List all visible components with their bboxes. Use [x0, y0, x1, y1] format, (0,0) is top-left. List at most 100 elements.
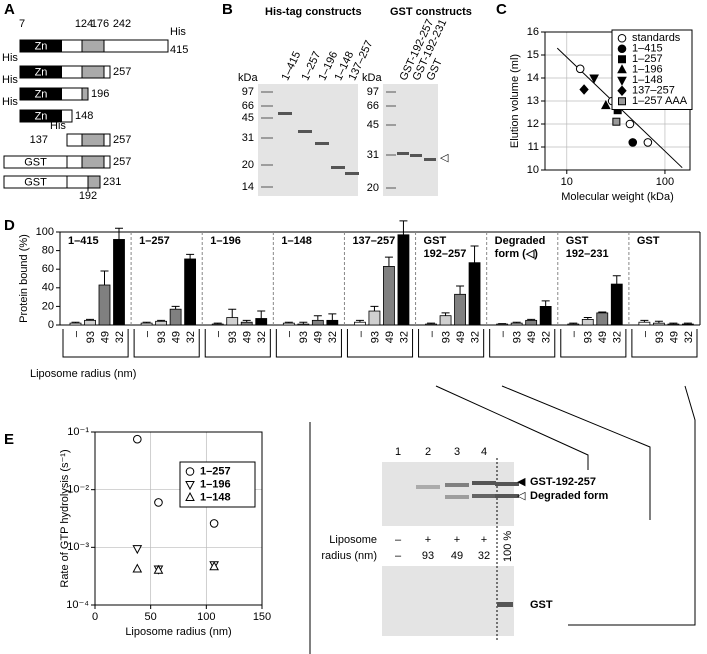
- unit-label: kDa: [362, 72, 382, 84]
- x-tick-label: –: [284, 330, 296, 337]
- y-tick-label: 15: [527, 49, 539, 61]
- bar: [581, 319, 594, 326]
- y-tick-label: 40: [42, 282, 54, 294]
- error-bar: [569, 322, 578, 325]
- x-tick-label: 93: [85, 331, 97, 343]
- legend-marker: [618, 55, 626, 64]
- x-tick-label: –: [497, 330, 509, 337]
- data-point: [601, 100, 611, 110]
- tag-label: GST: [24, 156, 47, 168]
- legend-marker: [618, 97, 626, 106]
- group-title: 1–196: [210, 235, 241, 247]
- error-bar: [470, 245, 479, 263]
- y-tick-label: 11: [528, 141, 539, 153]
- x-tick-label: 93: [583, 331, 595, 343]
- bar: [98, 284, 111, 326]
- error-bar: [100, 270, 109, 286]
- gel-band: [261, 117, 273, 119]
- legend-marker: [617, 44, 627, 54]
- y-tick-label: 0: [48, 319, 54, 331]
- zn-domain: [20, 110, 62, 122]
- bar: [84, 319, 96, 326]
- group-bracket: [631, 329, 698, 358]
- bar: [638, 321, 651, 326]
- panel-label: A: [4, 1, 15, 18]
- gel-band: [416, 485, 440, 489]
- legend-label: 137–257: [632, 85, 675, 97]
- y-tick-label: 10⁻²: [67, 484, 89, 496]
- x-tick-label: 150: [253, 611, 271, 623]
- conserved-region: [81, 65, 105, 79]
- error-bar: [441, 312, 450, 316]
- bar: [282, 322, 295, 326]
- error-bar: [512, 321, 521, 324]
- gel-band: [315, 142, 329, 145]
- legend-label: 1–148: [200, 491, 231, 503]
- tag-label: GST: [24, 176, 47, 188]
- bar: [454, 293, 466, 326]
- x-tick-label: 50: [145, 611, 157, 623]
- y-axis-label: Protein bound (%): [18, 234, 30, 323]
- liposome-sign: –: [395, 534, 402, 546]
- gel-band: [386, 105, 396, 107]
- tag-label: His: [170, 26, 186, 38]
- bar: [667, 323, 680, 326]
- error-bar: [399, 220, 408, 235]
- legend-label: 1–257: [632, 53, 663, 65]
- y-tick-label: 20: [42, 300, 54, 312]
- error-bar: [355, 319, 364, 323]
- residue-label: 415: [170, 44, 188, 56]
- legend-marker: [617, 76, 627, 86]
- group-bracket: [204, 329, 271, 358]
- x-tick-label: 93: [156, 331, 168, 343]
- y-tick-label: 80: [42, 245, 54, 257]
- legend-marker: [185, 467, 195, 476]
- y-tick-label: 14: [527, 72, 539, 84]
- error-bar: [541, 300, 550, 307]
- error-bar: [71, 321, 80, 324]
- lane-number: 3: [454, 446, 460, 458]
- marker-label: 45: [367, 119, 379, 131]
- connector: [568, 385, 696, 626]
- gel-band: [397, 152, 409, 155]
- radius-label: 49: [451, 550, 463, 562]
- error-bar: [612, 275, 621, 285]
- residue-label: 196: [91, 88, 109, 100]
- bar: [383, 266, 395, 326]
- bar: [226, 317, 239, 326]
- domain-label: Zn: [35, 88, 48, 100]
- bar: [496, 323, 509, 326]
- residue-label: 257: [113, 156, 131, 168]
- x-tick-label: 49: [171, 331, 183, 343]
- x-tick-label: –: [70, 330, 82, 337]
- band-arrow: ◁: [517, 490, 526, 502]
- marker-label: 97: [367, 86, 379, 98]
- gel-band: [386, 154, 396, 156]
- plot-frame: [94, 431, 263, 606]
- gel-header: GST constructs: [390, 6, 472, 18]
- error-bar: [257, 310, 266, 319]
- y-tick-label: 12: [527, 118, 539, 130]
- gel-band: [261, 91, 273, 93]
- bar: [297, 323, 310, 326]
- x-tick-label: 49: [242, 331, 254, 343]
- x-tick-label: 32: [469, 331, 481, 343]
- group-bracket: [275, 329, 342, 358]
- y-tick-label: 60: [42, 263, 54, 275]
- x-tick-label: 93: [227, 331, 239, 343]
- bar: [368, 310, 381, 326]
- unit-label: kDa: [238, 72, 258, 84]
- y-axis-label: Elution volume (ml): [509, 54, 521, 148]
- x-tick-label: 93: [369, 331, 381, 343]
- marker-label: 66: [367, 100, 379, 112]
- gel-band: [261, 186, 273, 188]
- liposome-sign: +: [481, 534, 487, 546]
- gel-band: [497, 602, 513, 607]
- tag-label: His: [2, 96, 18, 108]
- bar: [311, 319, 324, 326]
- zn-domain: [20, 40, 62, 52]
- residue-label: 124: [75, 18, 93, 30]
- bar: [596, 312, 609, 326]
- error-bar: [157, 319, 166, 322]
- x-tick-label: –: [426, 330, 438, 337]
